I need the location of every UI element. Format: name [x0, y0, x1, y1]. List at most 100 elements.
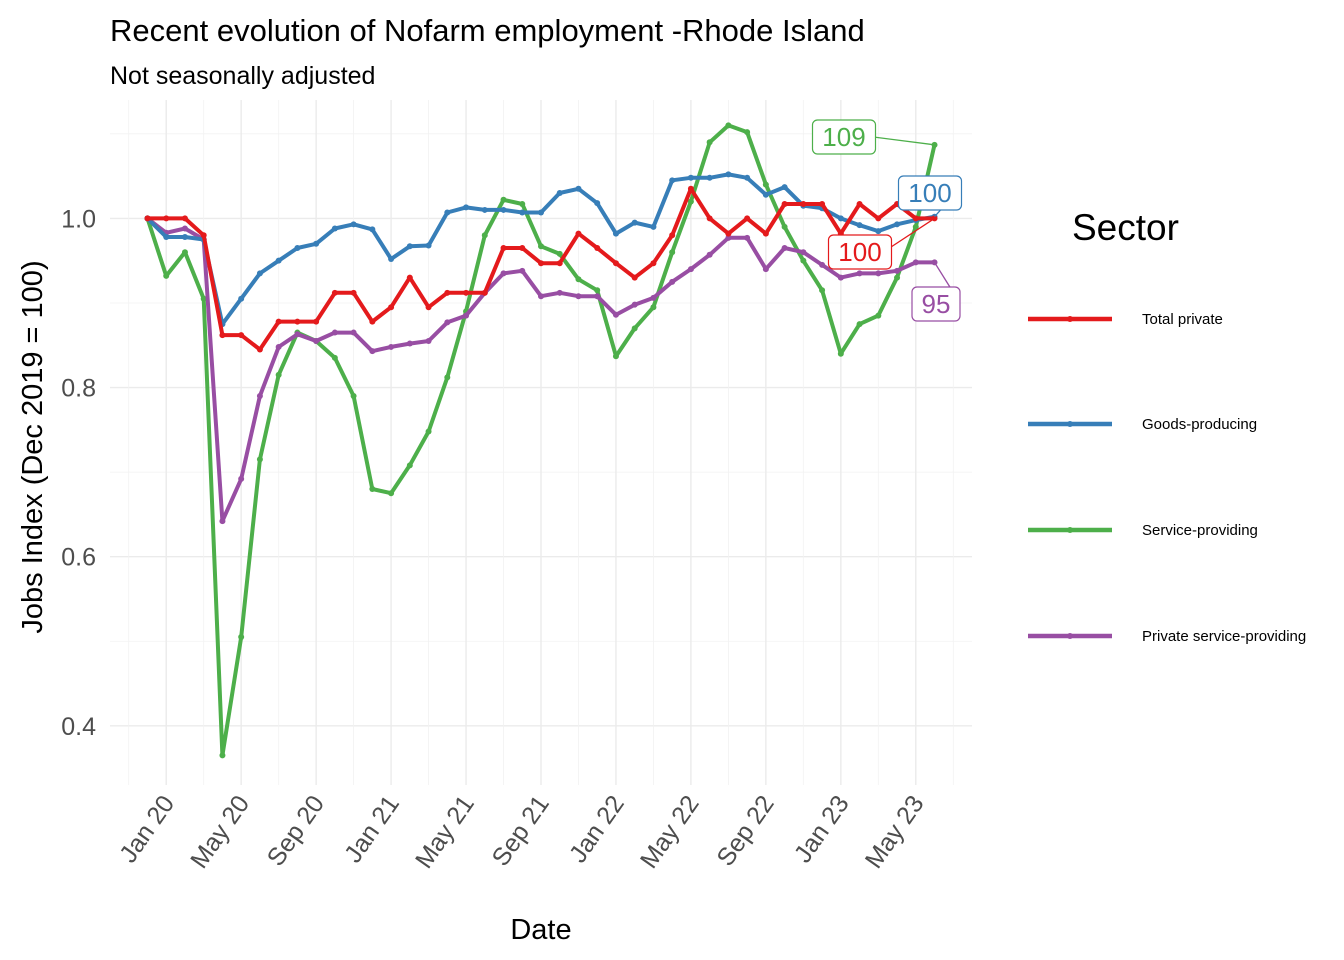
data-point	[481, 289, 488, 296]
data-point	[894, 267, 901, 274]
x-tick-label: Jan 21	[339, 790, 405, 868]
data-point	[669, 249, 676, 256]
data-point	[669, 232, 676, 239]
data-point	[744, 129, 751, 136]
data-point	[687, 266, 694, 273]
data-point	[706, 251, 713, 258]
legend-label: Service-providing	[1142, 522, 1258, 539]
data-point	[538, 243, 544, 250]
data-point	[294, 331, 301, 338]
data-point	[594, 200, 601, 207]
data-point	[875, 215, 882, 222]
y-tick-label: 0.4	[61, 713, 96, 741]
data-point	[500, 270, 507, 277]
data-point	[631, 274, 638, 281]
legend-title: Sector	[1072, 207, 1179, 248]
data-point	[350, 329, 357, 336]
y-axis-title: Jobs Index (Dec 2019 = 100)	[17, 260, 49, 633]
data-point	[444, 289, 451, 296]
x-tick-label: May 20	[185, 790, 255, 873]
data-point	[331, 354, 338, 361]
data-point	[406, 340, 413, 347]
data-point	[575, 293, 582, 300]
data-point	[612, 230, 619, 237]
data-point	[369, 348, 376, 355]
data-point	[725, 230, 732, 237]
data-point	[575, 276, 582, 283]
data-point	[256, 456, 263, 463]
data-point	[912, 215, 919, 222]
data-point	[744, 174, 751, 181]
data-point	[388, 343, 395, 350]
data-point	[313, 240, 320, 247]
data-point	[650, 304, 657, 311]
data-point	[331, 329, 338, 336]
data-point	[875, 228, 882, 235]
data-point	[856, 201, 863, 208]
data-point	[444, 319, 451, 326]
data-point	[650, 260, 657, 267]
data-point	[313, 318, 320, 325]
data-point	[388, 490, 395, 497]
data-point	[500, 196, 507, 203]
legend: Sector Total private Goods-producing Servi…	[1028, 207, 1306, 645]
data-point	[519, 267, 526, 274]
data-point	[481, 232, 488, 239]
data-point	[781, 223, 788, 230]
data-point	[856, 321, 863, 328]
chart-subtitle: Not seasonally adjusted	[110, 62, 375, 90]
data-point	[594, 244, 601, 251]
data-point	[481, 206, 488, 213]
data-point	[406, 462, 413, 469]
x-tick-label: Jan 20	[114, 790, 180, 868]
data-point	[519, 201, 526, 208]
end-label-leader	[889, 217, 935, 249]
data-point	[275, 343, 282, 350]
legend-label: Total private	[1142, 311, 1223, 328]
data-point	[538, 260, 544, 267]
data-point	[519, 209, 526, 216]
data-point	[762, 191, 769, 198]
data-point	[238, 634, 245, 641]
end-label-text: 109	[822, 122, 865, 152]
data-point	[594, 293, 601, 300]
data-point	[725, 234, 732, 241]
x-tick-label: May 22	[635, 790, 705, 873]
data-point	[200, 295, 207, 302]
data-point	[369, 226, 376, 233]
data-point	[538, 209, 544, 216]
data-point	[781, 201, 788, 208]
data-point	[500, 244, 507, 251]
data-point	[425, 428, 432, 435]
data-point	[444, 209, 451, 216]
x-tick-label: Jan 23	[789, 790, 855, 868]
data-point	[687, 185, 694, 192]
data-point	[294, 244, 301, 251]
end-label-leader	[873, 136, 935, 146]
data-point	[781, 244, 788, 251]
data-point	[556, 250, 563, 257]
data-point	[725, 171, 732, 178]
data-point	[894, 274, 901, 281]
data-point	[256, 392, 263, 399]
data-point	[425, 242, 432, 249]
x-axis-title: Date	[510, 914, 571, 946]
legend-label: Private service-providing	[1142, 628, 1306, 645]
data-point	[406, 274, 413, 281]
x-tick-label: Sep 22	[711, 790, 779, 871]
data-point	[219, 332, 226, 339]
data-point	[275, 318, 282, 325]
data-point	[275, 257, 282, 264]
data-point	[256, 270, 263, 277]
data-point	[500, 206, 507, 213]
data-point	[144, 215, 151, 222]
data-point	[406, 243, 413, 250]
data-point	[706, 174, 713, 181]
data-point	[425, 338, 432, 345]
data-point	[425, 304, 432, 311]
x-tick-label: Sep 21	[487, 790, 555, 871]
data-point	[800, 249, 807, 256]
data-point	[744, 215, 751, 222]
data-point	[575, 230, 582, 237]
legend-key-point	[1067, 633, 1073, 639]
